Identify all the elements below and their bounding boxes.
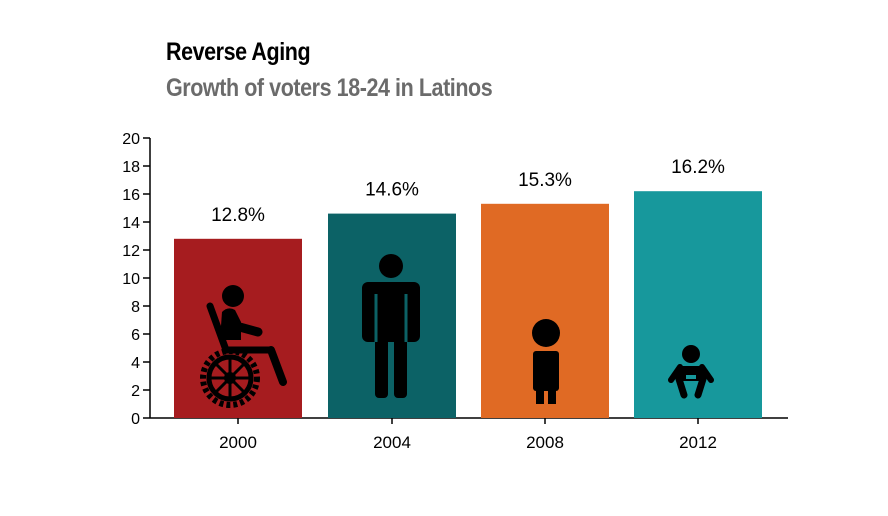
y-tick-label: 20 bbox=[122, 131, 140, 148]
data-label: 12.8% bbox=[211, 205, 265, 226]
x-tick-label: 2012 bbox=[679, 433, 717, 452]
data-label: 15.3% bbox=[518, 170, 572, 191]
y-tick-label: 12 bbox=[122, 243, 140, 260]
y-tick-label: 14 bbox=[122, 215, 140, 232]
y-tick-label: 16 bbox=[122, 187, 140, 204]
chart-subtitle: Growth of voters 18-24 in Latinos bbox=[166, 74, 493, 102]
x-tick-label: 2000 bbox=[219, 433, 257, 452]
y-tick-label: 6 bbox=[131, 327, 140, 344]
y-tick-label: 10 bbox=[122, 271, 140, 288]
y-tick-label: 0 bbox=[131, 411, 140, 428]
x-tick-label: 2004 bbox=[373, 433, 411, 452]
y-tick-label: 2 bbox=[131, 383, 140, 400]
data-label: 16.2% bbox=[671, 157, 725, 178]
x-tick-label: 2008 bbox=[526, 433, 564, 452]
y-tick-label: 18 bbox=[122, 159, 140, 176]
data-label: 14.6% bbox=[365, 180, 419, 201]
y-tick-label: 8 bbox=[131, 299, 140, 316]
chart-title: Reverse Aging bbox=[166, 38, 311, 66]
y-tick-label: 4 bbox=[131, 355, 140, 372]
